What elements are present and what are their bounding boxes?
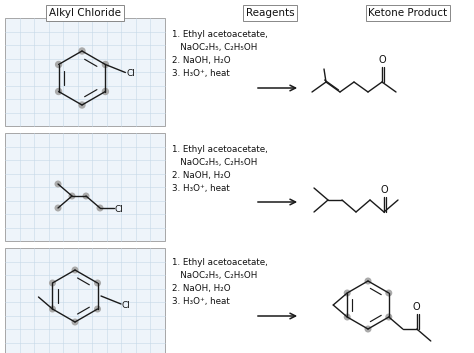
Text: 2. NaOH, H₂O: 2. NaOH, H₂O	[172, 171, 231, 180]
Text: 1. Ethyl acetoacetate,: 1. Ethyl acetoacetate,	[172, 145, 268, 154]
Text: Cl: Cl	[115, 205, 124, 214]
Bar	[5, 248, 165, 353]
Text: Ketone Product: Ketone Product	[368, 8, 447, 18]
Text: NaOC₂H₅, C₂H₅OH: NaOC₂H₅, C₂H₅OH	[172, 158, 257, 167]
Bar	[5, 133, 165, 241]
Circle shape	[83, 193, 89, 199]
Circle shape	[345, 290, 350, 296]
Text: Reagents: Reagents	[246, 8, 294, 18]
Circle shape	[55, 181, 61, 187]
Circle shape	[79, 48, 85, 54]
Circle shape	[50, 306, 55, 312]
Circle shape	[55, 205, 61, 211]
Circle shape	[97, 205, 103, 211]
Circle shape	[386, 314, 392, 320]
Text: 3. H₃O⁺, heat: 3. H₃O⁺, heat	[172, 69, 230, 78]
Text: NaOC₂H₅, C₂H₅OH: NaOC₂H₅, C₂H₅OH	[172, 271, 257, 280]
Bar	[5, 18, 165, 126]
Text: O: O	[378, 55, 386, 65]
Text: 1. Ethyl acetoacetate,: 1. Ethyl acetoacetate,	[172, 258, 268, 267]
Circle shape	[386, 290, 392, 296]
Circle shape	[102, 89, 109, 95]
Text: 3. H₃O⁺, heat: 3. H₃O⁺, heat	[172, 184, 230, 193]
Text: Cl: Cl	[122, 301, 131, 310]
Text: Alkyl Chloride: Alkyl Chloride	[49, 8, 121, 18]
Circle shape	[365, 278, 371, 284]
Circle shape	[72, 319, 78, 325]
Circle shape	[95, 280, 100, 286]
Text: Cl: Cl	[127, 70, 135, 78]
Circle shape	[95, 306, 100, 312]
Text: 3. H₃O⁺, heat: 3. H₃O⁺, heat	[172, 297, 230, 306]
Text: 2. NaOH, H₂O: 2. NaOH, H₂O	[172, 284, 231, 293]
Circle shape	[55, 89, 62, 95]
Circle shape	[50, 280, 55, 286]
Circle shape	[365, 326, 371, 332]
Text: 2. NaOH, H₂O: 2. NaOH, H₂O	[172, 56, 231, 65]
Circle shape	[55, 61, 62, 67]
Circle shape	[72, 267, 78, 273]
Text: O: O	[413, 302, 420, 312]
Circle shape	[69, 193, 75, 199]
Text: NaOC₂H₅, C₂H₅OH: NaOC₂H₅, C₂H₅OH	[172, 43, 257, 52]
Text: 1. Ethyl acetoacetate,: 1. Ethyl acetoacetate,	[172, 30, 268, 39]
Text: O: O	[380, 185, 388, 195]
Circle shape	[345, 314, 350, 320]
Circle shape	[102, 61, 109, 67]
Circle shape	[79, 102, 85, 108]
